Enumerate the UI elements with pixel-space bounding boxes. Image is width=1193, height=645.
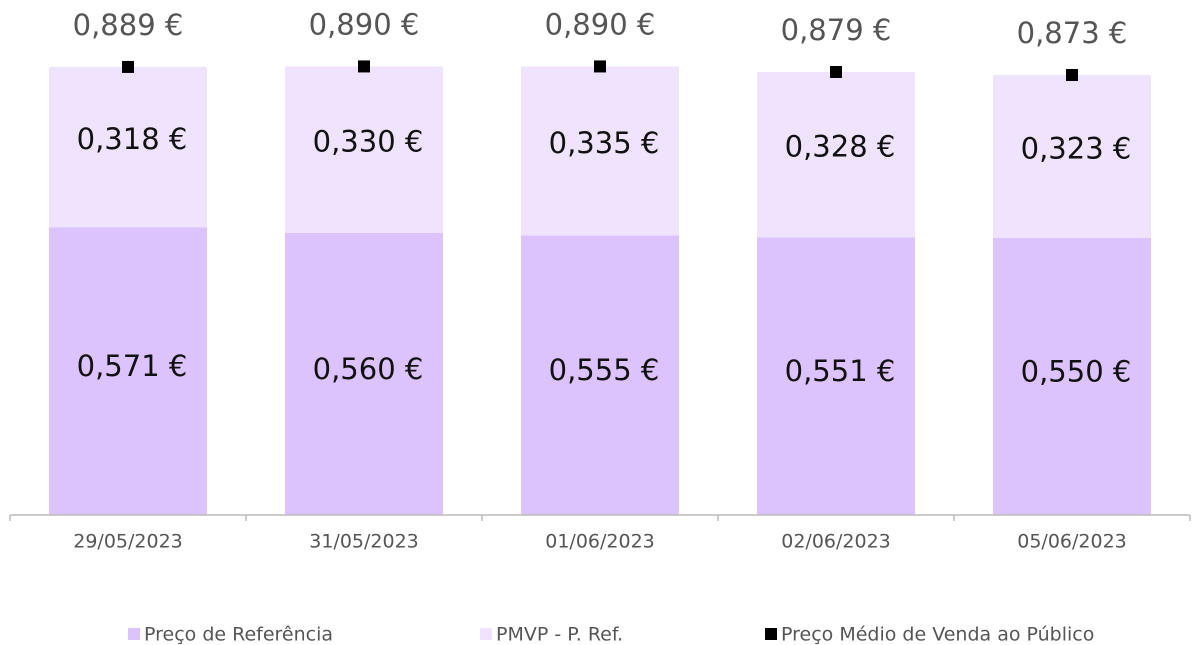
legend-swatch [765, 628, 777, 640]
legend-label: Preço Médio de Venda ao Público [781, 624, 1094, 645]
data-label: 0,890 € [309, 7, 420, 41]
data-label: 0,879 € [781, 13, 892, 47]
x-tick-label: 05/06/2023 [1017, 531, 1127, 553]
data-label: 0,323 € [1021, 131, 1132, 165]
data-label: 0,571 € [77, 349, 188, 383]
data-label: 0,555 € [549, 353, 660, 387]
bar-segment [49, 66, 207, 228]
data-label: 0,560 € [313, 352, 424, 386]
marker [122, 60, 134, 73]
marker [1066, 69, 1078, 82]
data-label: 0,328 € [785, 130, 896, 164]
legend-label: PMVP - P. Ref. [496, 624, 623, 645]
x-tick-label: 01/06/2023 [545, 531, 655, 553]
data-label: 0,890 € [545, 7, 656, 41]
x-tick-label: 02/06/2023 [781, 531, 891, 553]
bar-segment [285, 232, 443, 515]
data-label: 0,335 € [549, 126, 660, 160]
legend-swatch [480, 628, 492, 640]
marker [594, 60, 606, 73]
bar-segment [521, 235, 679, 515]
data-label: 0,330 € [313, 125, 424, 159]
bar-segment [757, 237, 915, 515]
x-tick-label: 31/05/2023 [309, 531, 419, 553]
bar-segment [993, 237, 1151, 516]
bar-segment [521, 66, 679, 236]
bar-segment [993, 75, 1151, 238]
bar-segment [757, 71, 915, 238]
data-label: 0,550 € [1021, 354, 1132, 388]
data-label: 0,889 € [73, 8, 184, 42]
marker [830, 65, 842, 78]
x-tick-label: 29/05/2023 [73, 531, 183, 553]
bar-segment [285, 66, 443, 233]
marker [358, 60, 370, 73]
data-label: 0,551 € [785, 354, 896, 388]
data-label: 0,873 € [1017, 16, 1128, 50]
legend-label: Preço de Referência [144, 624, 333, 645]
data-label: 0,318 € [77, 122, 188, 156]
bar-segment [49, 227, 207, 515]
legend-swatch [128, 628, 140, 640]
